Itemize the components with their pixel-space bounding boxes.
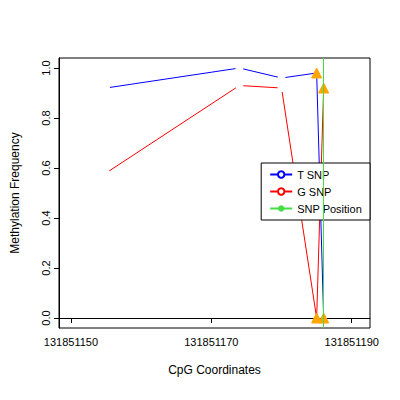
svg-text:Methylation Frequency: Methylation Frequency xyxy=(8,132,22,253)
svg-text:CpG Coordinates: CpG Coordinates xyxy=(168,363,261,377)
svg-text:0.0: 0.0 xyxy=(40,310,52,325)
svg-text:1.0: 1.0 xyxy=(40,60,52,75)
svg-text:0.4: 0.4 xyxy=(40,210,52,225)
svg-text:T SNP: T SNP xyxy=(297,169,329,181)
svg-text:G SNP: G SNP xyxy=(297,186,331,198)
svg-text:0.2: 0.2 xyxy=(40,260,52,275)
svg-text:131851170: 131851170 xyxy=(184,336,238,348)
svg-text:131851150: 131851150 xyxy=(44,336,98,348)
svg-text:SNP Position: SNP Position xyxy=(297,203,362,215)
svg-text:0.8: 0.8 xyxy=(40,110,52,125)
svg-text:131851190: 131851190 xyxy=(325,336,379,348)
svg-text:0.6: 0.6 xyxy=(40,160,52,175)
